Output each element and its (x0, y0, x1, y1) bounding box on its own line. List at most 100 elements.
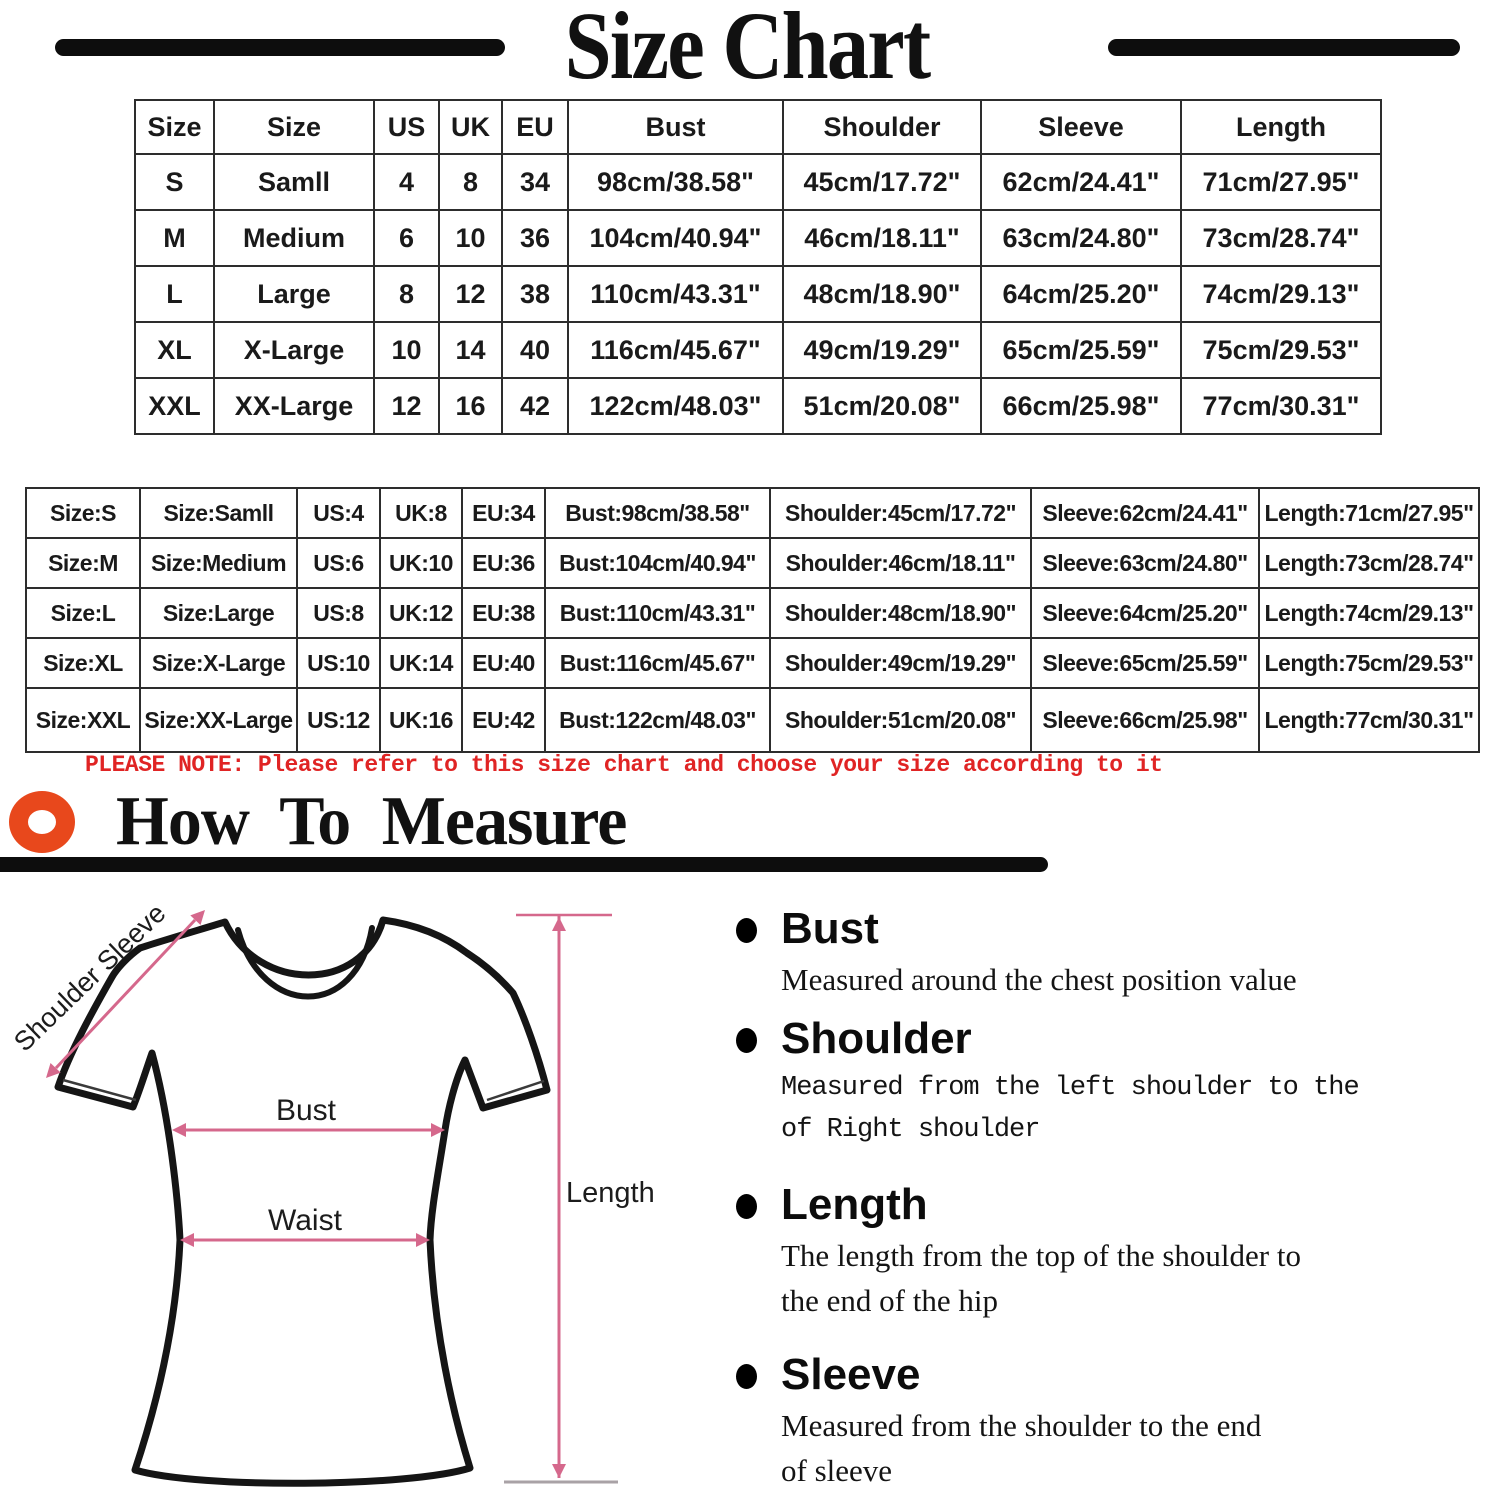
table-cell: 12 (438, 265, 503, 323)
table-cell: 98cm/38.58" (567, 153, 784, 211)
measure-item-bust: Bust Measured around the chest position … (736, 905, 1436, 1003)
table-cell: EU:34 (461, 487, 546, 539)
table-cell: Length:74cm/29.13" (1258, 587, 1480, 639)
ring-icon (9, 791, 75, 853)
tshirt-measure-diagram: Shoulder Sleeve Bust Waist Length (8, 900, 655, 1487)
table-cell: Size:XL (25, 637, 141, 689)
table-cell: EU:36 (461, 537, 546, 589)
table-cell: 116cm/45.67" (567, 321, 784, 379)
table-cell: US:8 (296, 587, 381, 639)
table-cell: 51cm/20.08" (782, 377, 982, 435)
table-cell: 14 (438, 321, 503, 379)
table-cell: Bust:116cm/45.67" (544, 637, 771, 689)
table-cell: Shoulder:45cm/17.72" (769, 487, 1032, 539)
page-title: Size Chart (564, 0, 932, 99)
table-cell: 16 (438, 377, 503, 435)
column-header: US (373, 99, 440, 155)
table-cell: XL (134, 321, 215, 379)
measure-item-shoulder: Shoulder Measured from the left shoulder… (736, 1014, 1436, 1152)
measure-lines (54, 913, 618, 1484)
column-header: Bust (567, 99, 784, 155)
table-cell: Medium (213, 209, 375, 267)
bust-label: Bust (276, 1094, 337, 1127)
table-cell: Size:Medium (139, 537, 298, 589)
table-cell: US:10 (296, 637, 381, 689)
title-rule-right (1108, 39, 1460, 56)
table-cell: X-Large (213, 321, 375, 379)
table-cell: 8 (373, 265, 440, 323)
table-cell: Samll (213, 153, 375, 211)
table-cell: 48cm/18.90" (782, 265, 982, 323)
table-row: XXL XX-Large 12 16 42 122cm/48.03" 51cm/20.08"… (134, 377, 1382, 435)
table-cell: XXL (134, 377, 215, 435)
table-cell: 38 (501, 265, 569, 323)
column-header: Size (213, 99, 375, 155)
table-cell: UK:12 (379, 587, 463, 639)
table-cell: Sleeve:64cm/25.20" (1030, 587, 1260, 639)
measure-term: Shoulder (781, 1014, 972, 1063)
table-cell: Length:77cm/30.31" (1258, 687, 1480, 753)
table-cell: Size:X-Large (139, 637, 298, 689)
table-cell: 66cm/25.98" (980, 377, 1182, 435)
measure-arrowheads (46, 910, 566, 1478)
table-cell: Length:75cm/29.53" (1258, 637, 1480, 689)
table-cell: L (134, 265, 215, 323)
table-cell: 71cm/27.95" (1180, 153, 1382, 211)
table-cell: 45cm/17.72" (782, 153, 982, 211)
table-cell: Size:L (25, 587, 141, 639)
table-cell: Size:XX-Large (139, 687, 298, 753)
table-row: Size Size US UK EU Bust Shoulder Sleeve Length (134, 99, 1382, 155)
table-cell: S (134, 153, 215, 211)
table-cell: 6 (373, 209, 440, 267)
how-to-measure-title: How To Measure (116, 783, 627, 860)
table-row: Size:S Size:Samll US:4 UK:8 EU:34 Bust:98cm/3… (25, 487, 1480, 539)
table-cell: Sleeve:65cm/25.59" (1030, 637, 1260, 689)
table-cell: 36 (501, 209, 569, 267)
table-cell: 110cm/43.31" (567, 265, 784, 323)
measure-term: Length (781, 1180, 928, 1229)
table-row: Size:L Size:Large US:8 UK:12 EU:38 Bust:110cm… (25, 587, 1480, 639)
table-cell: 4 (373, 153, 440, 211)
table-cell: UK:14 (379, 637, 463, 689)
table-cell: Size:Samll (139, 487, 298, 539)
table-row: S Samll 4 8 34 98cm/38.58" 45cm/17.72" 62cm/24.… (134, 153, 1382, 211)
table-cell: EU:38 (461, 587, 546, 639)
table-cell: 64cm/25.20" (980, 265, 1182, 323)
waist-label: Waist (268, 1204, 343, 1237)
table-cell: XX-Large (213, 377, 375, 435)
table-cell: 8 (438, 153, 503, 211)
table-cell: Shoulder:48cm/18.90" (769, 587, 1032, 639)
table-cell: 75cm/29.53" (1180, 321, 1382, 379)
tshirt-outline (54, 916, 551, 1487)
measure-desc: Measured from the shoulder to the end of… (781, 1408, 1262, 1489)
table-cell: 74cm/29.13" (1180, 265, 1382, 323)
table-cell: 122cm/48.03" (567, 377, 784, 435)
table-row: XL X-Large 10 14 40 116cm/45.67" 49cm/19.29" 65… (134, 321, 1382, 379)
table-cell: 104cm/40.94" (567, 209, 784, 267)
table-cell: Bust:110cm/43.31" (544, 587, 771, 639)
table-cell: US:4 (296, 487, 381, 539)
table-cell: 46cm/18.11" (782, 209, 982, 267)
heading-underline (0, 857, 1048, 872)
table-cell: Sleeve:66cm/25.98" (1030, 687, 1260, 753)
measure-item-length: Length The length from the top of the sh… (736, 1180, 1436, 1324)
table-cell: 62cm/24.41" (980, 153, 1182, 211)
bullet-icon (736, 918, 757, 943)
measure-desc: Measured from the left shoulder to the o… (781, 1073, 1360, 1146)
table-cell: 10 (438, 209, 503, 267)
table-cell: US:6 (296, 537, 381, 589)
column-header: Length (1180, 99, 1382, 155)
table-cell: Bust:104cm/40.94" (544, 537, 771, 589)
measure-item-sleeve: Sleeve Measured from the shoulder to the… (736, 1351, 1436, 1494)
table-cell: UK:16 (379, 687, 463, 753)
table-cell: Size:S (25, 487, 141, 539)
table-cell: Size:M (25, 537, 141, 589)
bullet-icon (736, 1194, 757, 1219)
table-cell: M (134, 209, 215, 267)
column-header: Size (134, 99, 215, 155)
table-cell: 77cm/30.31" (1180, 377, 1382, 435)
size-chart-detail-table: Size:S Size:Samll US:4 UK:8 EU:34 Bust:98cm/3… (25, 487, 1480, 753)
table-cell: Size:Large (139, 587, 298, 639)
title-rule-left (55, 39, 505, 56)
